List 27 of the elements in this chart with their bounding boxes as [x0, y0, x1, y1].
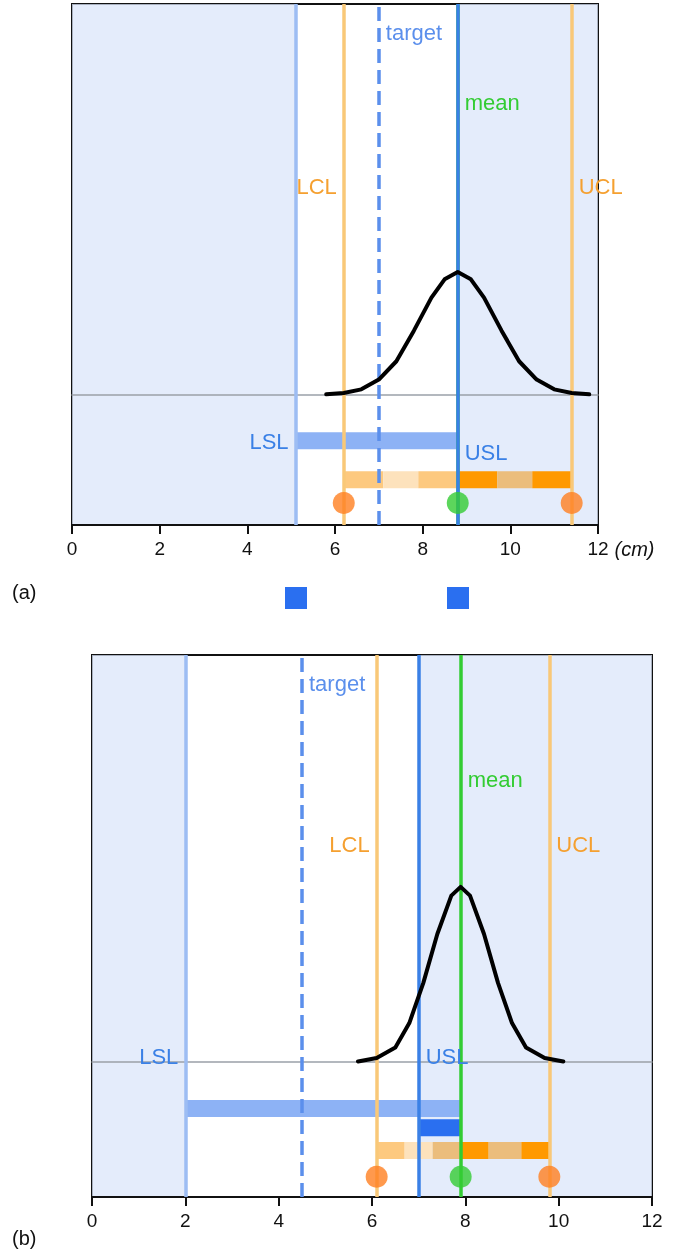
x-tick-label: 2 — [180, 1210, 191, 1231]
x-tick-label: 10 — [499, 538, 521, 559]
x-tick-label: 2 — [154, 538, 165, 559]
x-tick-label: 0 — [86, 1210, 98, 1231]
x-tick-label: 6 — [366, 1210, 378, 1231]
ref-line-label: LSL — [249, 429, 289, 455]
x-tick-label: 0 — [66, 538, 78, 559]
ref-line-label: mean — [467, 767, 523, 793]
ref-line-label: target — [309, 671, 366, 697]
x-tick-label: 6 — [329, 538, 341, 559]
x-tick-label: 12 — [641, 1210, 663, 1231]
x-tick-label: 8 — [460, 1210, 471, 1231]
x-tick-label: 4 — [242, 538, 254, 559]
x-tick-label: 12 — [587, 538, 609, 559]
x-tick-label: 4 — [273, 1210, 285, 1231]
text: (a) — [12, 581, 37, 603]
ref-line-label: USL — [464, 439, 508, 465]
x-tick-label: 10 — [548, 1210, 570, 1231]
text: (b) — [12, 1227, 37, 1249]
ref-line-label: UCL — [556, 832, 601, 858]
ref-line-label: LCL — [329, 832, 370, 858]
x-axis-title: (cm) — [614, 538, 655, 560]
ref-line-label: target — [385, 20, 443, 46]
ref-line-label: LSL — [139, 1043, 179, 1069]
x-tick-label: 8 — [417, 538, 428, 559]
ref-line-label: LCL — [296, 173, 337, 199]
ref-line-label: mean — [464, 90, 520, 116]
